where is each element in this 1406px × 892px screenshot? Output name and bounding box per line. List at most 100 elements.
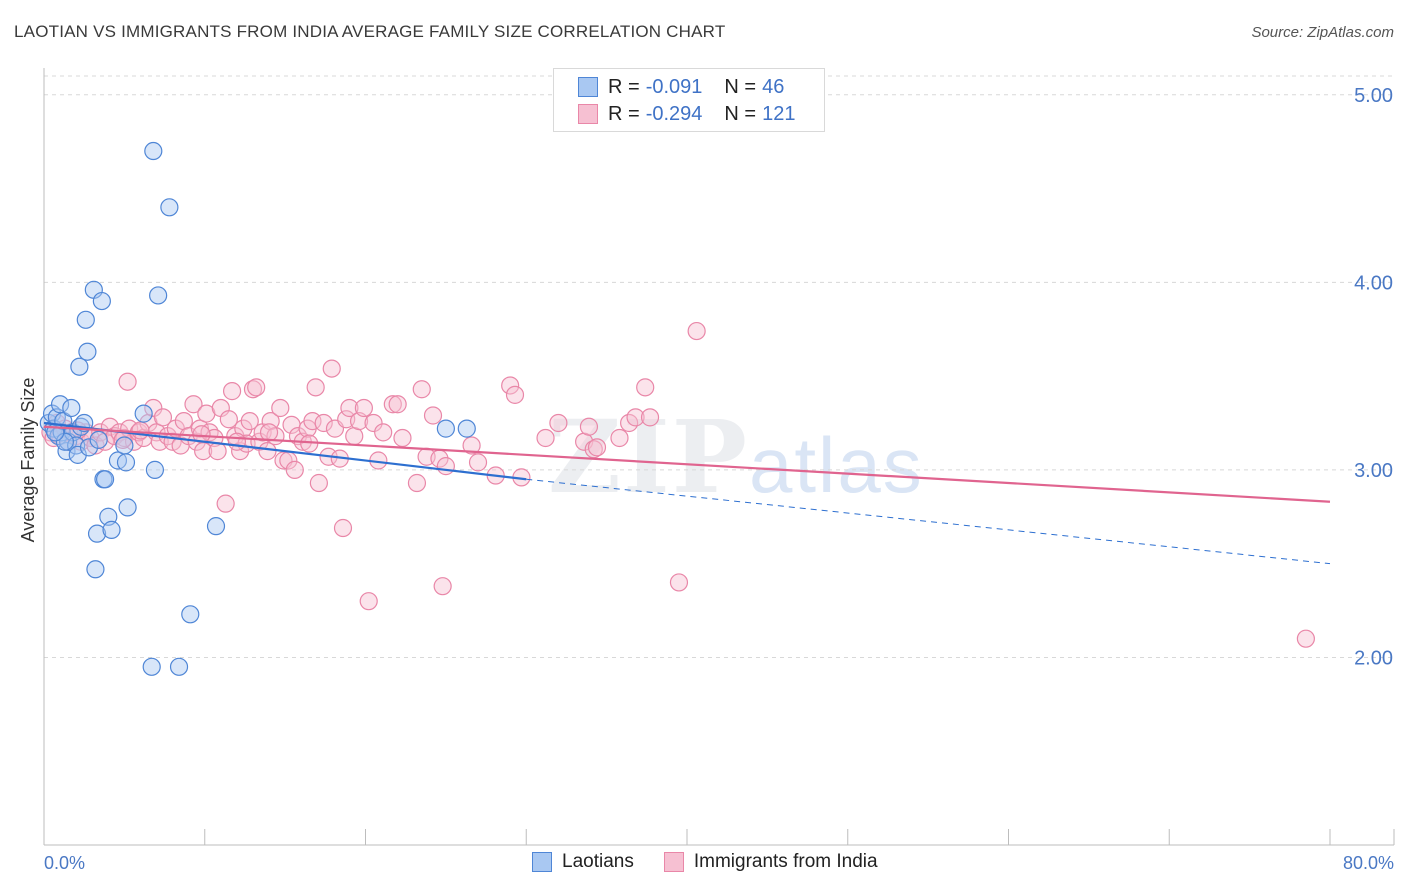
india-point: [388, 395, 407, 414]
india-point: [669, 573, 689, 592]
india-point: [219, 410, 238, 429]
laotians-point: [62, 398, 81, 418]
laotians-point: [118, 498, 137, 517]
india-point: [208, 442, 227, 461]
india-point: [412, 380, 431, 399]
india-point: [271, 398, 290, 418]
laotians-point: [95, 470, 115, 489]
india-point: [333, 518, 353, 538]
legend-r-label: R =: [608, 102, 640, 125]
laotians-point: [142, 657, 161, 676]
india-point: [1296, 629, 1315, 648]
y-axis-label: Average Family Size: [18, 378, 38, 543]
india-point: [393, 428, 412, 448]
x-tick-label-min: 0.0%: [44, 853, 85, 873]
y-tick-label: 3.00: [1354, 460, 1393, 482]
india-point: [345, 427, 364, 446]
correlation-legend: R = -0.091 N = 46 R = -0.294 N = 121: [553, 68, 825, 132]
laotians-point: [149, 286, 168, 305]
laotians-point: [144, 141, 163, 161]
laotians-point: [115, 436, 134, 455]
india-point: [610, 428, 629, 448]
india-point: [687, 321, 706, 341]
laotians-point: [87, 524, 107, 543]
india-swatch-icon: [578, 104, 598, 124]
legend-label-laotians: Laotians: [562, 851, 634, 872]
india-point: [423, 406, 443, 425]
laotians-point: [55, 432, 74, 451]
india-point: [216, 494, 235, 513]
legend-r-label: R =: [608, 75, 640, 98]
legend-row-laotians: R = -0.091 N = 46: [578, 74, 784, 100]
laotians-point: [134, 404, 153, 423]
india-point: [433, 577, 452, 596]
india-point: [407, 473, 427, 493]
laotians-swatch-icon: [578, 77, 598, 97]
india-legend-swatch-icon: [663, 852, 684, 872]
laotians-point: [57, 442, 76, 461]
india-point: [549, 413, 568, 433]
india-point: [258, 442, 277, 461]
laotians-point: [160, 198, 179, 217]
india-point: [309, 473, 328, 493]
india-point: [306, 378, 325, 397]
legend-r-value: -0.091: [645, 75, 703, 98]
laotians-point: [145, 460, 165, 479]
india-point: [243, 380, 263, 399]
india-point: [184, 395, 203, 414]
india-point: [131, 421, 150, 440]
india-point: [174, 412, 193, 431]
india-point: [536, 428, 555, 448]
india-point: [227, 432, 246, 451]
india-point: [436, 457, 455, 476]
laotians-point: [78, 342, 97, 361]
india-point: [144, 398, 163, 418]
india-point: [322, 359, 341, 378]
legend-item-laotians: Laotians: [532, 851, 634, 873]
india-point: [192, 425, 211, 444]
y-tick-label: 2.00: [1354, 647, 1393, 669]
laotians-trend-extension: [526, 478, 1331, 565]
legend-row-india: R = -0.294 N = 121: [578, 101, 795, 127]
india-point: [640, 408, 660, 427]
laotians-point: [169, 657, 189, 676]
x-tick-label-max: 80.0%: [1343, 853, 1394, 873]
legend-n-value: 46: [762, 75, 785, 98]
india-point: [285, 460, 304, 479]
india-point: [462, 436, 481, 455]
india-point: [354, 398, 373, 418]
india-point: [259, 423, 279, 442]
laotians-point: [92, 291, 111, 311]
india-point: [383, 395, 402, 414]
laotians-point: [102, 520, 121, 539]
india-point: [468, 453, 488, 472]
laotians-point: [86, 560, 105, 579]
y-tick-label: 4.00: [1354, 272, 1393, 294]
india-point: [153, 408, 173, 427]
india-point: [222, 382, 242, 401]
chart-title: LAOTIAN VS IMMIGRANTS FROM INDIA AVERAGE…: [14, 22, 726, 41]
laotians-point: [457, 419, 476, 438]
india-point: [359, 592, 378, 611]
india-trend-line: [43, 425, 1331, 503]
laotians-point: [206, 517, 226, 536]
india-point: [118, 372, 137, 391]
y-tick-label: 5.00: [1354, 85, 1393, 107]
india-point: [374, 423, 393, 442]
india-point: [364, 413, 383, 433]
laotians-point: [436, 419, 455, 438]
laotians-point: [181, 605, 200, 624]
laotians-point: [76, 310, 95, 329]
laotians-point: [79, 438, 99, 457]
source-label: Source: ZipAtlas.com: [1251, 24, 1394, 41]
laotians-point: [116, 453, 136, 472]
india-point: [314, 413, 333, 433]
india-point: [501, 376, 520, 395]
laotians-point: [89, 430, 108, 449]
india-point: [636, 378, 655, 397]
india-point: [340, 398, 359, 418]
laotians-point: [70, 357, 89, 376]
india-point: [505, 385, 525, 404]
india-point: [579, 417, 599, 436]
